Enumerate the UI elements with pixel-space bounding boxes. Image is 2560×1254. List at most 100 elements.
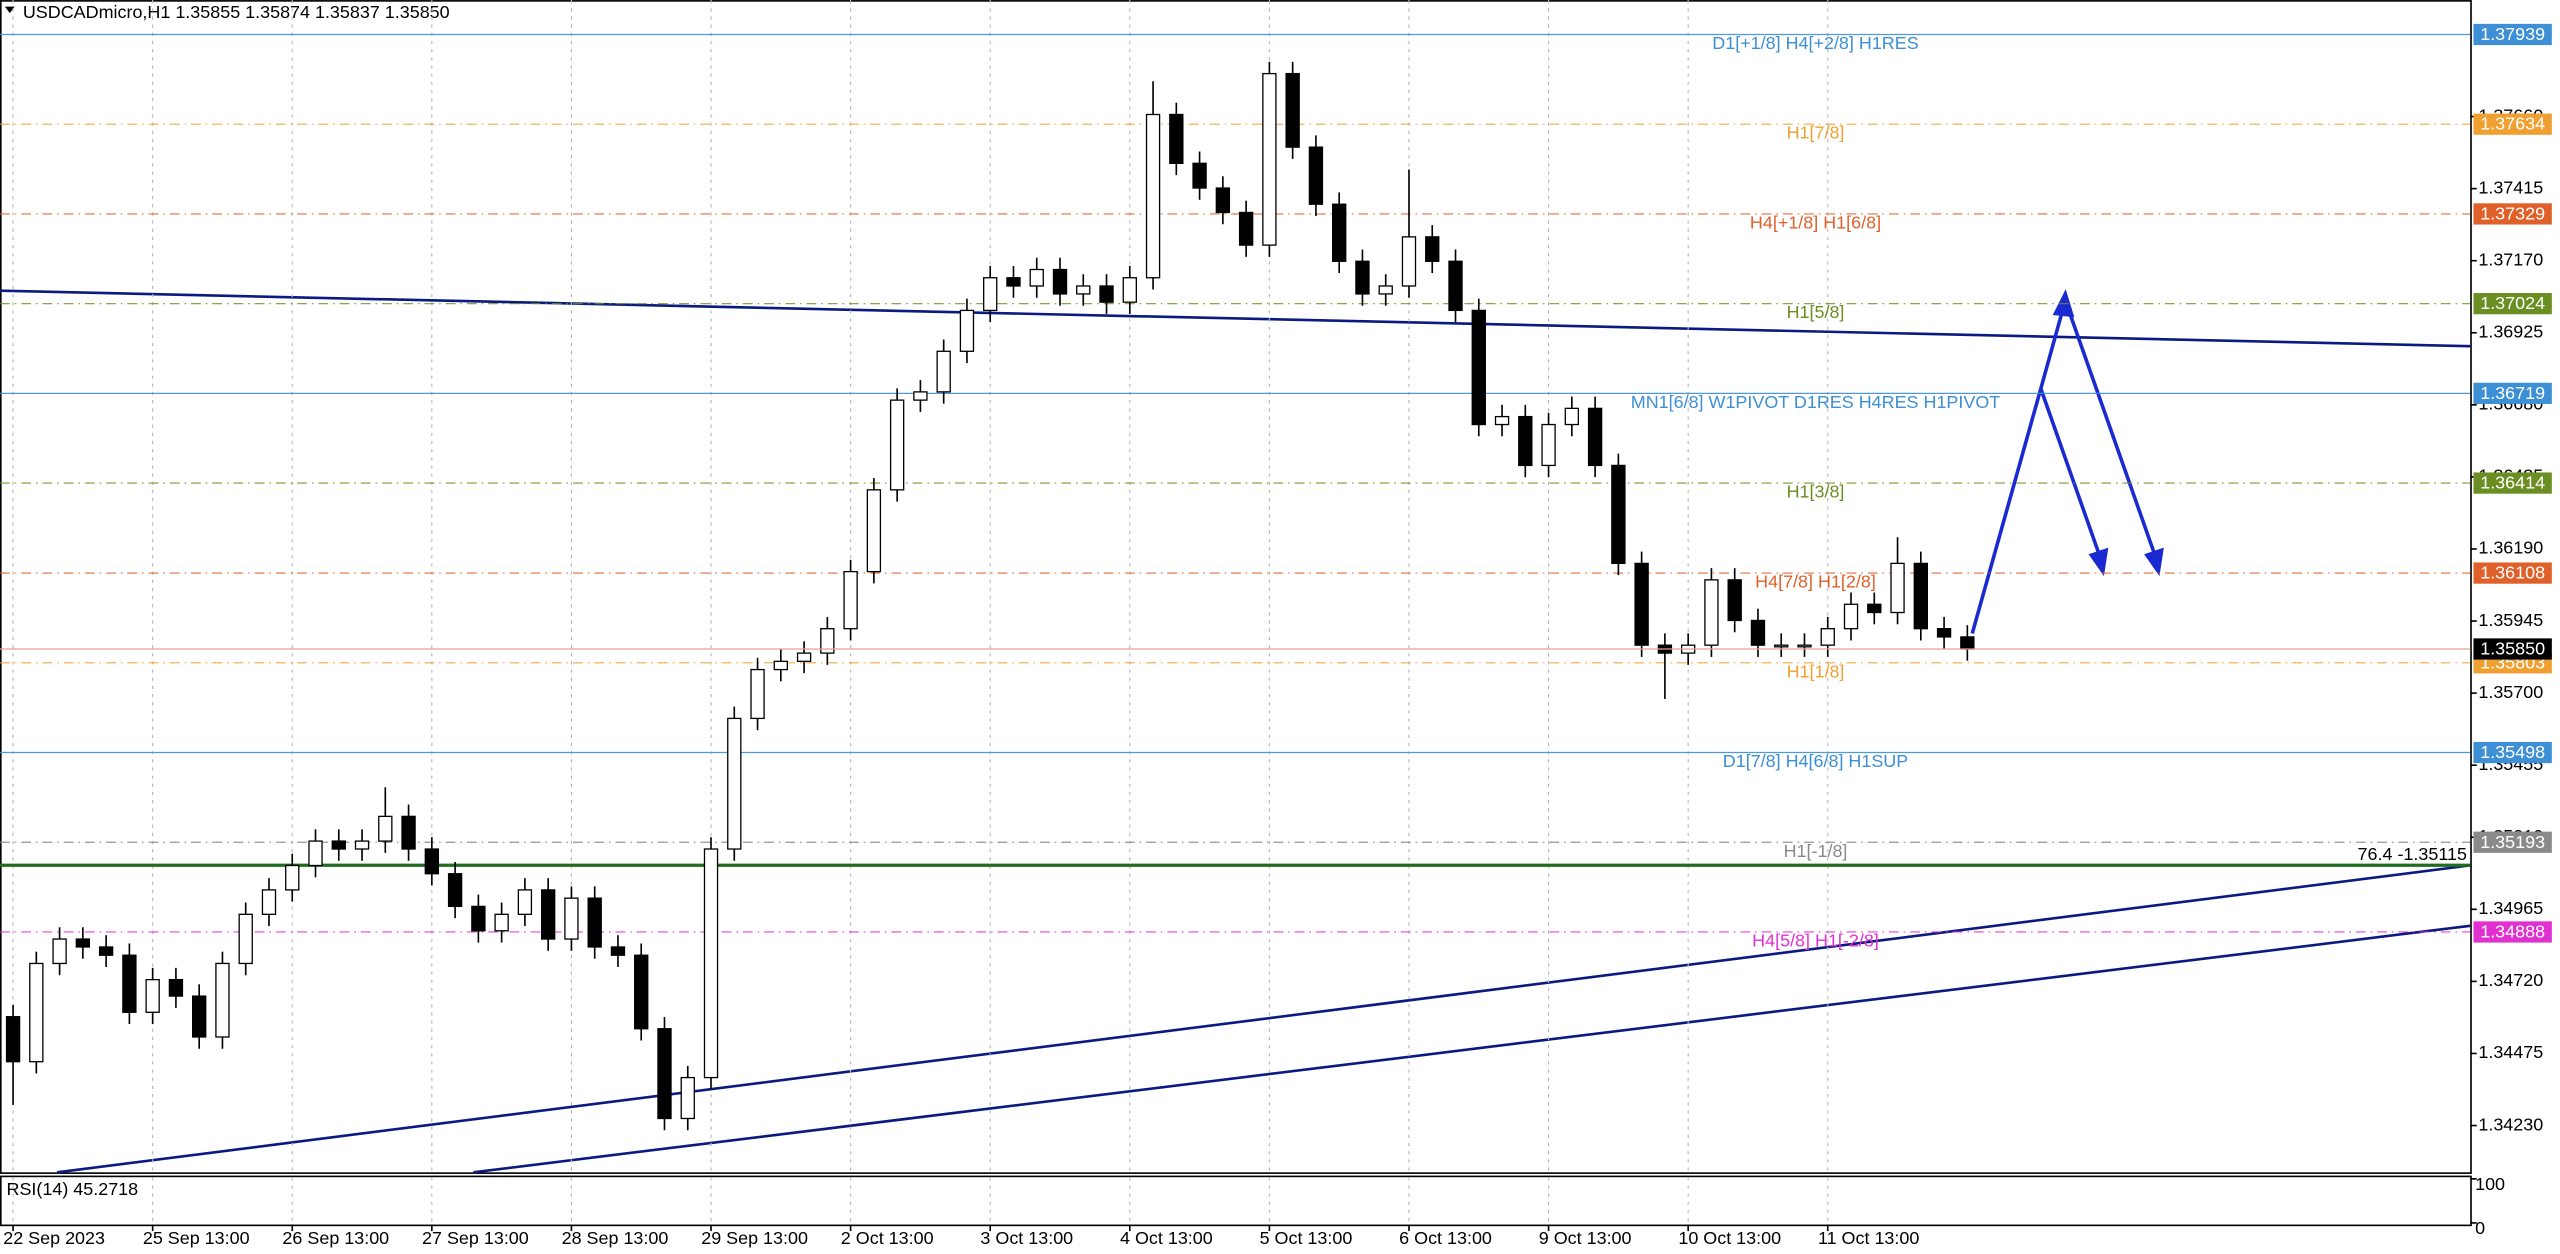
candle-body [1750, 619, 1766, 646]
plot-frame [0, 0, 2472, 1174]
x-tick-label: 11 Oct 13:00 [1818, 1228, 1919, 1248]
price-tag-label: 1.37939 [2480, 24, 2545, 44]
x-tick-label: 22 Sep 2023 [3, 1228, 105, 1248]
candle-body [1494, 415, 1510, 426]
x-tick-label: 3 Oct 13:00 [980, 1228, 1073, 1248]
candle-body [1076, 285, 1091, 295]
price-tag-label: 1.37024 [2480, 293, 2545, 313]
candle-body [378, 815, 393, 842]
y-tick-label: 1.34475 [2478, 1042, 2543, 1062]
candle-body [1122, 277, 1137, 303]
candle-body [657, 1028, 672, 1120]
candle-body [424, 848, 440, 875]
candle-body [1215, 187, 1231, 214]
candle-body [1169, 113, 1184, 164]
candle-body [564, 897, 579, 940]
candle-body [1401, 236, 1417, 287]
arrow-path [2039, 388, 2105, 566]
candle-body [634, 954, 649, 1030]
price-tag [2473, 921, 2552, 943]
candle-body [820, 628, 835, 654]
candle-body [1587, 407, 1603, 467]
candle-body [1960, 636, 1975, 650]
x-tick-label: 26 Sep 13:00 [282, 1228, 389, 1248]
candle-body [1867, 603, 1882, 614]
candle-body [1378, 285, 1393, 295]
candle-body [471, 905, 486, 932]
candle-body [1238, 211, 1254, 246]
candle-body [145, 978, 160, 1013]
price-tag [2473, 741, 2552, 764]
x-tick-label: 27 Sep 13:00 [422, 1228, 529, 1248]
menu-triangle[interactable] [4, 6, 15, 14]
candle-body [750, 668, 765, 720]
price-tag-label: 1.37329 [2480, 203, 2545, 223]
y-tick-label: 1.36190 [2478, 538, 2543, 558]
level-label: H1[-1/8] [1784, 841, 1848, 861]
level-label: H1[7/8] [1787, 123, 1845, 143]
candle-body [796, 652, 812, 662]
price-tag-label: 1.35193 [2480, 832, 2545, 852]
candle-body [261, 889, 277, 915]
candle-body [703, 848, 719, 1079]
price-tag [2473, 562, 2552, 584]
x-tick-label: 9 Oct 13:00 [1539, 1228, 1632, 1248]
candle-body [331, 840, 346, 850]
arrow-head [2052, 289, 2075, 318]
price-tag [2473, 23, 2552, 46]
rsi-frame [0, 1175, 2472, 1227]
candle-body [1099, 285, 1114, 303]
candle-body [494, 913, 509, 932]
chart-title: USDCADmicro,H1 1.35855 1.35874 1.35837 1… [23, 2, 450, 22]
candle-body [215, 962, 230, 1038]
y-tick-label: 1.34230 [2478, 1114, 2543, 1134]
candle-body [727, 717, 742, 850]
candle-body [1285, 72, 1300, 148]
price-tag [2473, 472, 2552, 494]
candle-body [1471, 309, 1486, 426]
rsi-tick-label: 100 [2475, 1174, 2505, 1194]
candle-body [1820, 628, 1835, 646]
candle-body [587, 897, 602, 948]
candle-body [1448, 260, 1463, 312]
candle-body [1774, 644, 1789, 648]
y-tick-label: 1.34965 [2478, 898, 2543, 918]
candle-body [959, 309, 975, 352]
projection-arrows [1970, 289, 2164, 635]
y-tick-label: 1.34720 [2478, 970, 2543, 990]
x-tick-label: 28 Sep 13:00 [562, 1228, 669, 1248]
level-label: H1[3/8] [1787, 482, 1845, 502]
price-tag-label: 1.36719 [2480, 383, 2545, 403]
candle-body [354, 840, 370, 850]
candle-body [1727, 579, 1742, 622]
price-tag [2473, 113, 2552, 135]
candle-body [1052, 268, 1068, 295]
candle-body [238, 913, 253, 965]
rsi-tick-label: 0 [2475, 1218, 2485, 1238]
candle-body [680, 1076, 695, 1120]
candle-body [1029, 268, 1044, 287]
candle-body [540, 889, 556, 940]
candle-body [1634, 562, 1649, 646]
trendline [0, 289, 2471, 348]
level-label: H4[5/8] H1[-2/8] [1752, 931, 1879, 951]
level-label: H1[1/8] [1787, 661, 1845, 681]
price-tag [2473, 831, 2552, 853]
price-tag [2473, 203, 2552, 225]
y-tick-label: 1.35700 [2478, 682, 2543, 702]
fib-label: 76.4 -1.35115 [2358, 844, 2467, 864]
price-tag [2473, 382, 2552, 404]
price-tag-label: 1.37634 [2480, 114, 2545, 134]
candle-body [773, 660, 788, 671]
candle-body [1355, 260, 1370, 295]
candle-body [517, 889, 533, 915]
arrow-head [2144, 547, 2164, 577]
price-tag-label: 1.36108 [2480, 563, 2545, 583]
price-tag-label: 1.34888 [2480, 922, 2545, 942]
level-label: D1[7/8] H4[6/8] H1SUP [1723, 751, 1908, 771]
x-tick-label: 2 Oct 13:00 [841, 1228, 934, 1248]
candle-body [447, 873, 463, 908]
candle-body [308, 840, 323, 867]
candle-body [5, 1016, 21, 1063]
